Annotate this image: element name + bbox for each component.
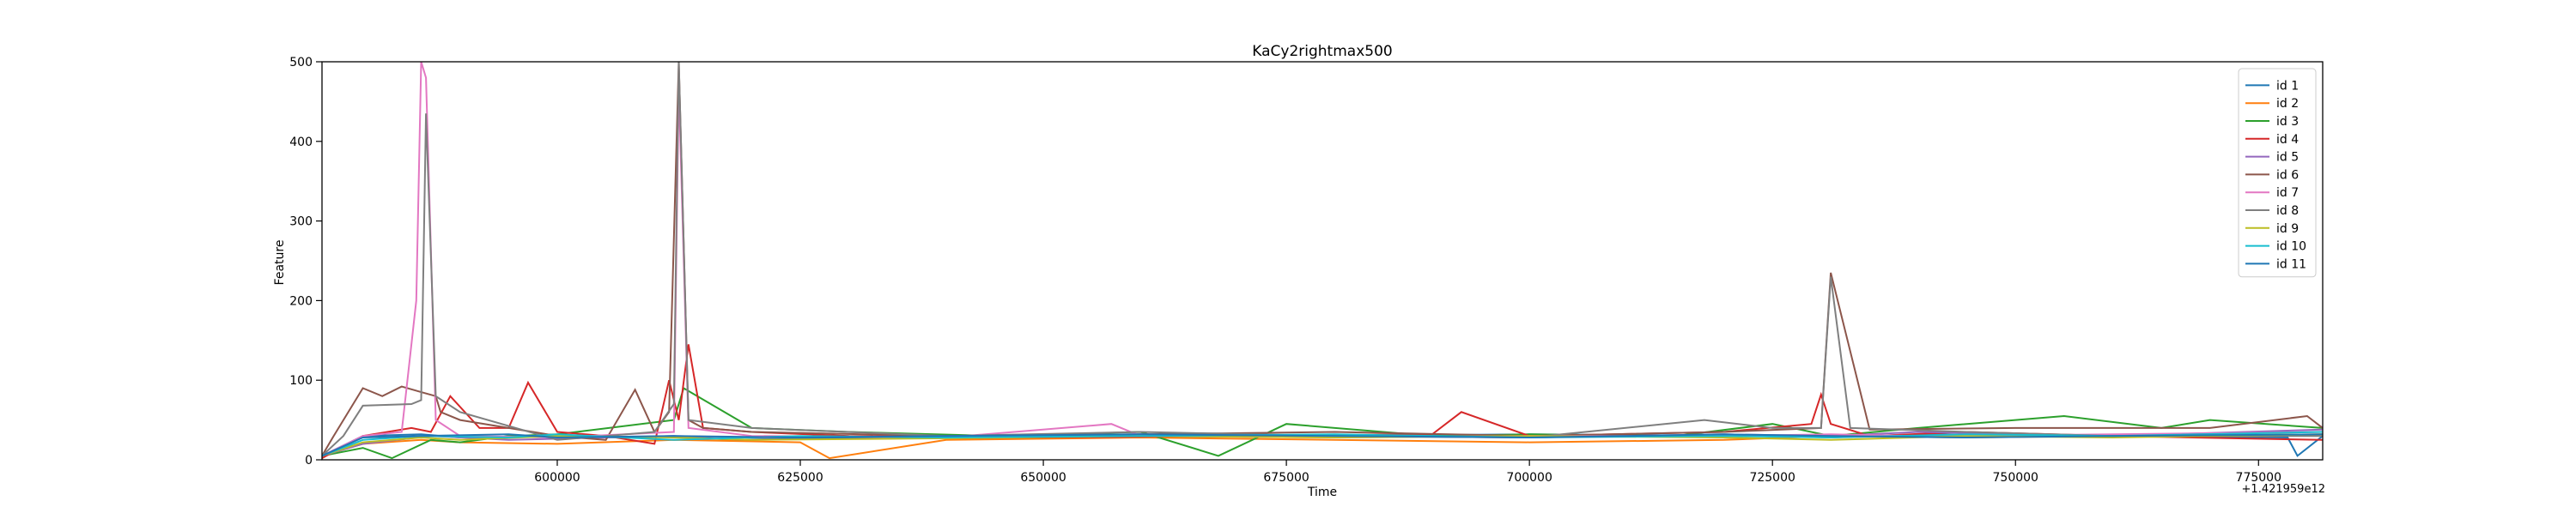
- legend-label: id 6: [2276, 168, 2299, 182]
- y-tick-label: 400: [289, 136, 313, 149]
- y-tick-label: 0: [305, 454, 313, 468]
- y-tick-label: 100: [289, 374, 313, 388]
- x-axis-offset-label: +1.421959e12: [2242, 483, 2325, 496]
- x-tick-label: 700000: [1506, 471, 1552, 485]
- plot-frame: [321, 61, 2324, 461]
- x-axis-ticks: 600000 625000 650000 675000 700000 725000 7500…: [534, 460, 2281, 485]
- y-axis-label: Feature: [273, 240, 287, 286]
- legend-label: id 8: [2276, 204, 2299, 218]
- legend-label: id 9: [2276, 222, 2299, 236]
- legend: id 1 id 2 id 3 id 4 id 5 id 6 id 7 id 8 id 9 id 1…: [2238, 68, 2317, 278]
- series-line-7: [322, 62, 2323, 457]
- x-axis-label: Time: [1307, 486, 1337, 499]
- x-tick-label: 775000: [2236, 471, 2281, 485]
- legend-label: id 5: [2276, 151, 2299, 165]
- y-axis-ticks: 0 100 200 300 400 500: [289, 56, 322, 468]
- legend-label: id 4: [2276, 133, 2299, 147]
- legend-label: id 7: [2276, 186, 2299, 200]
- legend-label: id 11: [2276, 257, 2306, 271]
- y-tick-label: 300: [289, 215, 313, 229]
- x-tick-label: 650000: [1020, 471, 1066, 485]
- legend-label: id 10: [2276, 240, 2306, 254]
- legend-label: id 1: [2276, 79, 2299, 93]
- y-tick-label: 500: [289, 56, 313, 69]
- x-tick-label: 675000: [1263, 471, 1309, 485]
- series-line-8: [322, 62, 2323, 457]
- chart-title: KaCy2rightmax500: [1252, 43, 1392, 60]
- series-line-3: [322, 386, 2323, 460]
- x-tick-label: 600000: [534, 471, 580, 485]
- series-line-6: [322, 62, 2323, 456]
- series-lines: [322, 62, 2323, 460]
- x-tick-label: 625000: [777, 471, 823, 485]
- legend-label: id 3: [2276, 115, 2299, 129]
- y-tick-label: 200: [289, 294, 313, 308]
- x-tick-label: 725000: [1749, 471, 1795, 485]
- legend-label: id 2: [2276, 97, 2299, 111]
- series-line-11: [322, 433, 2323, 457]
- x-tick-label: 750000: [1993, 471, 2038, 485]
